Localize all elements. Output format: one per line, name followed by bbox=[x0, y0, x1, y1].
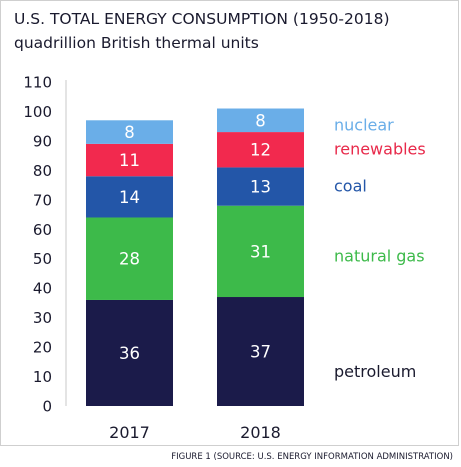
data-label: 8 bbox=[124, 123, 135, 142]
chart-subtitle: quadrillion British thermal units bbox=[14, 34, 259, 52]
legend-label-petroleum: petroleum bbox=[334, 362, 416, 381]
y-tick-label: 70 bbox=[33, 191, 52, 209]
y-tick-label: 80 bbox=[33, 162, 52, 180]
y-tick-label: 60 bbox=[33, 221, 52, 239]
y-tick-label: 0 bbox=[42, 398, 52, 416]
bar-segment-petroleum-2017 bbox=[86, 299, 173, 406]
data-label: 13 bbox=[250, 178, 271, 197]
bar-segment-nuclear-2017 bbox=[86, 120, 173, 144]
bar-segment-natural-gas-2017 bbox=[86, 217, 173, 300]
legend-label-nuclear: nuclear bbox=[334, 115, 394, 134]
figure-caption: FIGURE 1 (SOURCE: U.S. ENERGY INFORMATIO… bbox=[171, 452, 453, 462]
y-tick-label: 20 bbox=[33, 339, 52, 357]
data-label: 12 bbox=[250, 141, 271, 160]
bar-segment-petroleum-2018 bbox=[217, 297, 304, 406]
y-tick-label: 30 bbox=[33, 309, 52, 327]
y-tick-label: 10 bbox=[33, 368, 52, 386]
bar-segment-renewables-2018 bbox=[217, 132, 304, 168]
bar-segment-coal-2018 bbox=[217, 167, 304, 206]
bar-segment-renewables-2017 bbox=[86, 143, 173, 177]
data-label: 28 bbox=[119, 250, 140, 269]
legend-label-coal: coal bbox=[334, 177, 367, 196]
y-tick-label: 100 bbox=[23, 103, 52, 121]
bar-segment-coal-2017 bbox=[86, 176, 173, 218]
chart-frame bbox=[0, 0, 459, 446]
data-label: 14 bbox=[119, 188, 140, 207]
bar-segment-nuclear-2018 bbox=[217, 108, 304, 133]
stacked-bar-chart: 0 10 20 30 40 50 60 70 80 90 100 110 36 28 14 11 8 2017 37… bbox=[23, 74, 426, 443]
legend-label-renewables: renewables bbox=[334, 140, 426, 159]
y-tick-label: 90 bbox=[33, 132, 52, 150]
data-label: 8 bbox=[255, 111, 266, 130]
x-category-label: 2018 bbox=[240, 423, 281, 442]
legend-label-natural-gas: natural gas bbox=[334, 246, 425, 265]
x-category-label: 2017 bbox=[109, 423, 150, 442]
y-tick-label: 40 bbox=[33, 280, 52, 298]
data-label: 36 bbox=[119, 344, 140, 363]
data-label: 11 bbox=[119, 151, 140, 170]
y-tick-label: 50 bbox=[33, 250, 52, 268]
bar-segment-natural-gas-2018 bbox=[217, 205, 304, 298]
data-label: 37 bbox=[250, 343, 271, 362]
y-tick-label: 110 bbox=[23, 74, 52, 92]
data-label: 31 bbox=[250, 242, 271, 261]
chart-title: U.S. TOTAL ENERGY CONSUMPTION (1950-2018… bbox=[14, 10, 390, 28]
